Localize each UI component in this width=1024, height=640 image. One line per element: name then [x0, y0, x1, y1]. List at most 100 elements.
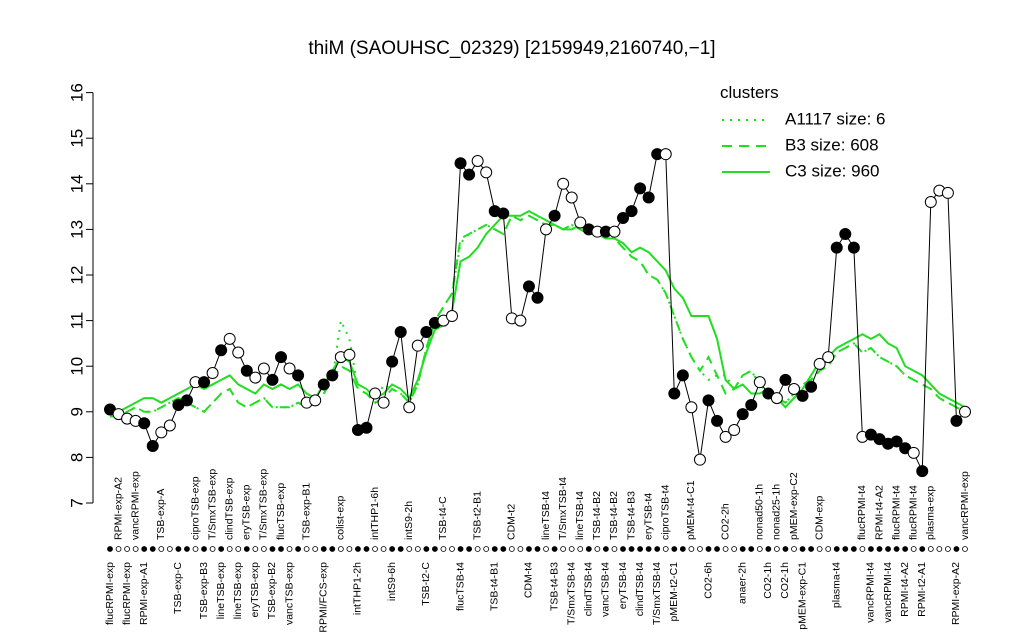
strip-dot	[389, 546, 396, 552]
strip-dot	[457, 546, 464, 552]
strip-dot	[833, 546, 840, 552]
data-point	[847, 241, 860, 254]
strip-dot	[714, 546, 720, 552]
y-tick-label: 8	[67, 453, 86, 462]
x-tick-label: flucTSB-exp	[275, 483, 287, 540]
strip-dot	[235, 546, 242, 552]
cluster-line	[110, 210, 966, 413]
strip-dot	[320, 546, 327, 552]
strip-dot	[414, 546, 421, 552]
strip-dot	[423, 546, 430, 552]
strip-dot	[620, 546, 626, 552]
strip-dot	[517, 546, 524, 552]
data-point	[941, 186, 954, 199]
data-point	[745, 398, 758, 411]
x-tick-label: RPMI-exp-A2	[950, 562, 962, 625]
strip-dot	[449, 546, 455, 552]
strip-dot	[842, 546, 849, 552]
strip-dot	[286, 546, 293, 552]
strip-dot	[876, 546, 883, 552]
data-point	[736, 408, 749, 421]
data-point	[719, 430, 732, 443]
data-point	[317, 378, 330, 391]
data-point	[522, 280, 535, 293]
strip-dot	[166, 546, 173, 552]
data-point	[249, 371, 262, 384]
data-point	[411, 339, 424, 352]
x-tick-label: vancRPMI-t4	[865, 562, 877, 623]
x-tick-label: T/SmxTSB-exp	[258, 469, 270, 540]
x-tick-label: RPMI-t4-A2	[899, 562, 911, 617]
x-tick-label: pMEM-exp-C1	[796, 562, 808, 630]
x-tick-label: intTHP1-2h	[352, 562, 364, 615]
data-point	[180, 394, 193, 407]
data-point	[693, 453, 706, 466]
strip-dot	[782, 546, 789, 552]
data-point	[394, 326, 407, 338]
strip-dot	[346, 546, 353, 552]
strip-dot	[243, 546, 250, 552]
strip-dot	[688, 546, 695, 552]
strip-dot	[799, 546, 806, 552]
strip-dot	[585, 546, 592, 552]
strip-dot	[363, 546, 370, 552]
data-point	[770, 392, 783, 405]
data-point	[266, 373, 279, 386]
x-tick-label: clindTSB-t4	[583, 562, 595, 616]
x-tick-label: vancRPMI-exp	[129, 471, 141, 540]
x-tick-label: ciproTSB-exp	[189, 476, 201, 540]
strip-dot	[303, 546, 310, 552]
x-tick-label: pMEM-t2-C1	[668, 562, 680, 622]
strip-dot	[945, 546, 951, 552]
data-point	[634, 182, 647, 195]
data-point	[608, 225, 621, 238]
legend-label: B3 size: 608	[785, 135, 879, 154]
data-point	[292, 369, 305, 382]
strip-dot	[124, 546, 130, 552]
data-line	[109, 153, 966, 472]
strip-dot	[671, 546, 678, 552]
strip-dot	[440, 546, 447, 552]
x-tick-label: anaer-2h	[736, 562, 748, 604]
data-point	[446, 310, 458, 323]
data-point	[326, 369, 339, 382]
strip-dot	[252, 546, 259, 552]
x-tick-label: TSB-t4-B2	[608, 491, 620, 540]
x-tick-label: plasma-exp	[925, 486, 937, 540]
x-tick-label: CO2-2h	[719, 503, 731, 540]
x-tick-label: CO2-1h	[779, 562, 791, 599]
data-point	[796, 389, 809, 402]
data-point	[822, 351, 835, 364]
data-point	[206, 367, 219, 380]
x-tick-label: TSB-exp-B2	[266, 562, 278, 619]
data-point	[463, 168, 476, 181]
x-tick-label: TSB-t4-B3	[625, 491, 637, 540]
x-tick-label: vancTSB-t4	[600, 562, 612, 617]
x-tick-label: T/SmxTSB-exp	[206, 469, 218, 540]
x-tick-label: TSB-exp-A	[155, 489, 167, 540]
x-tick-label: TSB-exp-C	[172, 562, 184, 614]
y-tick-label: 16	[67, 83, 86, 102]
strip-dot	[372, 546, 378, 552]
cluster-line	[110, 214, 966, 418]
strip-dot	[748, 546, 755, 552]
x-tick-label: vancTSB-exp	[283, 562, 295, 625]
x-tick-label: TSB-t4-C	[437, 496, 449, 540]
data-point	[232, 346, 245, 359]
strip-dot	[175, 546, 182, 552]
x-tick-label: pMEM-t4-C1	[685, 480, 697, 540]
data-point	[343, 348, 356, 361]
x-tick-label: CDM-t4	[523, 562, 535, 598]
x-tick-label: eryTSB-exp	[249, 562, 261, 618]
x-tick-label: T/SmxTSB-t4	[565, 562, 577, 625]
x-tick-label: TSB-t4-B3	[548, 562, 560, 611]
strip-dot	[953, 546, 960, 552]
strip-dot	[731, 546, 738, 552]
data-point	[283, 362, 296, 375]
legend-label: A1117 size: 6	[785, 109, 886, 128]
strip-dot	[269, 546, 276, 552]
data-point	[565, 191, 578, 204]
x-tick-label: TSB-t4-B2	[591, 491, 603, 540]
x-tick-label: lineTSB-t4	[574, 491, 586, 540]
x-tick-label: ciproTSB-t4	[660, 484, 672, 540]
